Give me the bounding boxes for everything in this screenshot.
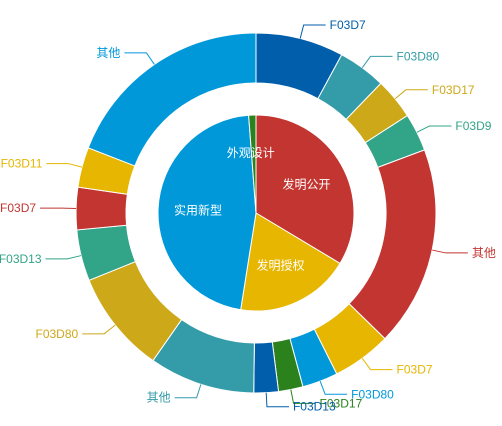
leader-line-10 <box>174 384 202 399</box>
leader-line-8 <box>290 389 316 404</box>
inner-label-2: 发明授权 <box>257 258 305 273</box>
leader-line-2 <box>361 55 393 69</box>
leader-line-6 <box>361 357 393 371</box>
outer-label-f03d80-7: F03D80 <box>351 387 394 401</box>
inner-label-4: 外观设计 <box>227 146 275 160</box>
leader-line-4 <box>416 125 452 133</box>
outer-label-f03d80-2: F03D80 <box>397 49 440 63</box>
leader-line-7 <box>319 381 348 395</box>
outer-label-f03d80-11: F03D80 <box>36 327 79 341</box>
outer-label-f03d7-6: F03D7 <box>397 363 433 377</box>
outer-label-f03d17-3: F03D17 <box>432 83 475 97</box>
inner-slice-1[interactable] <box>255 114 355 265</box>
labels: 发明公开发明授权实用新型外观设计F03D7F03D80F03D17F03D9其他… <box>0 18 496 414</box>
outer-label-f03d13-9: F03D13 <box>293 400 336 414</box>
outer-slice-15[interactable] <box>87 32 257 167</box>
inner-label-1: 发明公开 <box>282 176 330 191</box>
outer-slice-5[interactable] <box>348 149 437 340</box>
outer-label-f03d7-13: F03D7 <box>0 201 36 215</box>
leader-line-9 <box>265 392 289 408</box>
outer-label-f03d17-8: F03D17 <box>320 396 363 410</box>
outer-label-slice-15: 其他 <box>96 46 120 60</box>
leader-line-14 <box>46 163 83 168</box>
leader-line-5 <box>432 249 468 254</box>
leader-line-3 <box>394 89 428 100</box>
leader-line-12 <box>45 255 82 260</box>
inner-slice-2[interactable] <box>240 212 341 312</box>
leader-lines <box>40 24 468 408</box>
leader-line-1 <box>299 24 326 39</box>
outer-label-f03d9-4: F03D9 <box>455 119 491 133</box>
inner-label-3: 实用新型 <box>174 203 222 218</box>
outer-label-slice-5: 其他 <box>472 246 496 260</box>
outer-label-f03d7-1: F03D7 <box>330 18 366 32</box>
outer-label-slice-10: 其他 <box>147 391 171 405</box>
outer-ring <box>75 32 437 394</box>
outer-label-f03d11-14: F03D11 <box>1 157 43 171</box>
leader-line-11 <box>82 324 116 335</box>
inner-pie <box>157 114 355 312</box>
inner-slice-4[interactable] <box>248 114 257 214</box>
inner-slice-3[interactable] <box>157 114 257 311</box>
leader-line-15 <box>124 52 155 65</box>
outer-label-f03d13-12: F03D13 <box>0 252 42 266</box>
